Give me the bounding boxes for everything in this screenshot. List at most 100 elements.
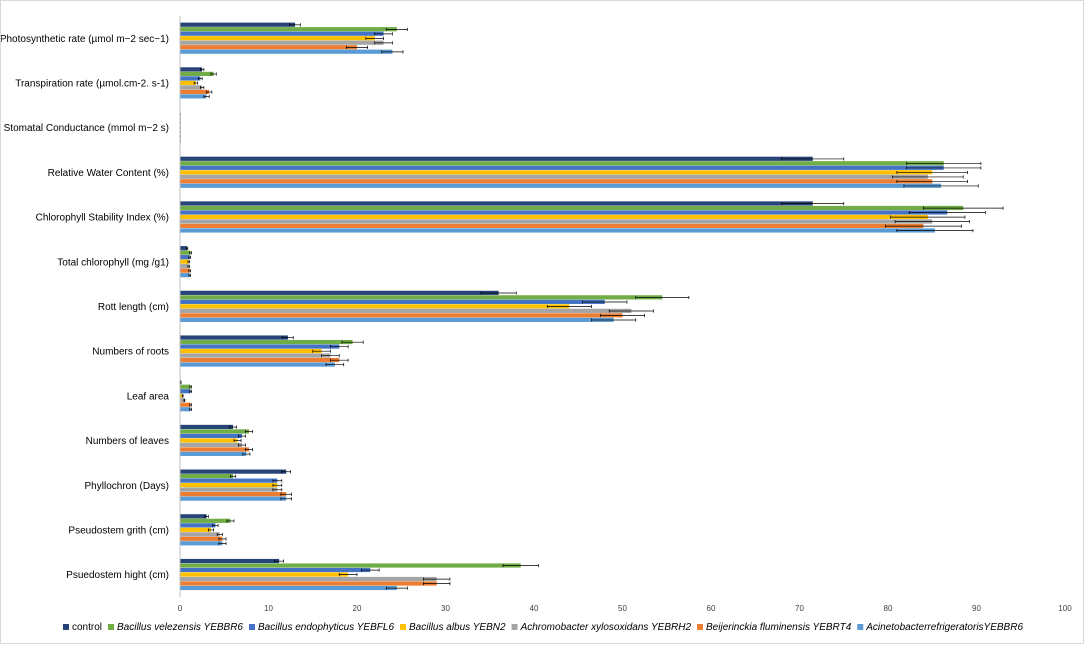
bar bbox=[180, 214, 928, 220]
legend-label: Bacillus albus YEBN2 bbox=[409, 622, 506, 633]
bar bbox=[180, 572, 349, 577]
bar bbox=[180, 344, 340, 349]
bar bbox=[180, 483, 278, 488]
bar bbox=[180, 45, 357, 50]
bar bbox=[180, 581, 437, 586]
bar bbox=[180, 313, 623, 318]
bar bbox=[180, 85, 203, 90]
bar bbox=[180, 362, 335, 367]
bar bbox=[180, 447, 250, 452]
bar bbox=[180, 429, 250, 434]
bar bbox=[180, 353, 331, 358]
bars-layer bbox=[180, 22, 964, 591]
bar bbox=[180, 558, 280, 564]
legend-item: Achromobacter xylosoxidans YEBRH2 bbox=[511, 622, 691, 633]
bar bbox=[180, 246, 188, 251]
bar bbox=[180, 304, 570, 309]
legend-swatch bbox=[62, 624, 69, 630]
bar bbox=[180, 536, 223, 541]
legend-swatch bbox=[857, 624, 864, 630]
bar bbox=[180, 478, 278, 483]
bar bbox=[180, 541, 223, 546]
bar bbox=[180, 402, 191, 407]
bar bbox=[180, 156, 813, 161]
x-tick-label: 0 bbox=[178, 604, 183, 613]
legend-item: AcinetobacterrefrigeratorisYEBBR6 bbox=[857, 622, 1023, 633]
category-label: Relative Water Content (%) bbox=[48, 168, 169, 179]
bar bbox=[180, 317, 614, 322]
bar bbox=[180, 433, 242, 439]
bar bbox=[180, 223, 924, 229]
legend-swatch bbox=[400, 624, 407, 630]
bar bbox=[180, 273, 190, 278]
x-tick-label: 60 bbox=[707, 604, 716, 613]
x-tick-label: 70 bbox=[795, 604, 804, 613]
legend-swatch bbox=[108, 624, 114, 630]
legend-label: control bbox=[72, 622, 102, 633]
bar bbox=[180, 31, 384, 36]
bar bbox=[180, 348, 322, 354]
category-label: Leaf area bbox=[127, 391, 170, 402]
bar bbox=[180, 161, 944, 166]
x-tick-label: 100 bbox=[1058, 604, 1072, 613]
bar bbox=[180, 49, 393, 54]
category-label: Pseudostem grith (cm) bbox=[68, 525, 169, 536]
legend-item: Bacillus albus YEBN2 bbox=[400, 622, 506, 633]
bar bbox=[180, 40, 384, 45]
bar bbox=[180, 71, 214, 76]
legend-label: AcinetobacterrefrigeratorisYEBBR6 bbox=[865, 622, 1023, 633]
bar bbox=[180, 179, 933, 184]
bar bbox=[180, 567, 371, 573]
category-label: Chlorophyll Stability Index (%) bbox=[36, 213, 169, 224]
bar bbox=[180, 393, 183, 398]
bar bbox=[180, 290, 499, 295]
bar bbox=[180, 201, 813, 206]
category-label: Transpiration rate (µmol.cm-2. s-1) bbox=[15, 79, 169, 90]
bar bbox=[180, 268, 190, 273]
bar bbox=[180, 442, 242, 448]
bar bbox=[180, 264, 189, 269]
bar bbox=[180, 438, 238, 443]
legend-label: Bacillus endophyticus YEBFL6 bbox=[258, 622, 394, 633]
bar bbox=[180, 80, 196, 85]
x-tick-label: 30 bbox=[441, 604, 450, 613]
bar bbox=[180, 339, 353, 345]
bar bbox=[180, 532, 220, 537]
legend-item: control bbox=[62, 622, 102, 633]
legend-item: Bacillus endophyticus YEBFL6 bbox=[249, 622, 394, 633]
bar bbox=[180, 469, 287, 474]
bar bbox=[180, 335, 288, 340]
bar bbox=[180, 487, 278, 492]
category-label: Total chlorophyll (mg /g1) bbox=[57, 257, 169, 268]
x-axis-ticks: 0 10 20 30 40 50 60 70 80 90 100 bbox=[178, 604, 1072, 613]
bar bbox=[180, 357, 340, 363]
bar bbox=[180, 76, 201, 81]
bar bbox=[180, 94, 207, 99]
bar bbox=[180, 384, 191, 389]
legend-label: Beijerinckia fluminensis YEBRT4 bbox=[706, 622, 852, 633]
bar bbox=[180, 36, 375, 41]
bar bbox=[180, 255, 190, 260]
category-label: Phyllochron (Days) bbox=[85, 481, 169, 492]
bar bbox=[180, 67, 203, 72]
bar bbox=[180, 219, 933, 224]
category-label: Rott length (cm) bbox=[98, 302, 169, 313]
x-tick-label: 20 bbox=[353, 604, 362, 613]
bar bbox=[180, 492, 287, 497]
legend-label: Bacillus velezensis YEBBR6 bbox=[117, 622, 243, 633]
legend-swatch bbox=[697, 624, 704, 630]
category-label: Stomatal Conductance (mmol m−2 s) bbox=[4, 123, 169, 134]
x-tick-label: 50 bbox=[618, 604, 627, 613]
bar bbox=[180, 165, 944, 170]
bar bbox=[180, 398, 185, 403]
bar bbox=[180, 474, 234, 479]
bar bbox=[180, 299, 605, 304]
error-bars-layer bbox=[179, 23, 1004, 590]
x-tick-label: 80 bbox=[884, 604, 893, 613]
x-tick-label: 90 bbox=[972, 604, 981, 613]
bar bbox=[180, 170, 933, 175]
bar bbox=[180, 451, 247, 457]
bar bbox=[180, 424, 234, 430]
